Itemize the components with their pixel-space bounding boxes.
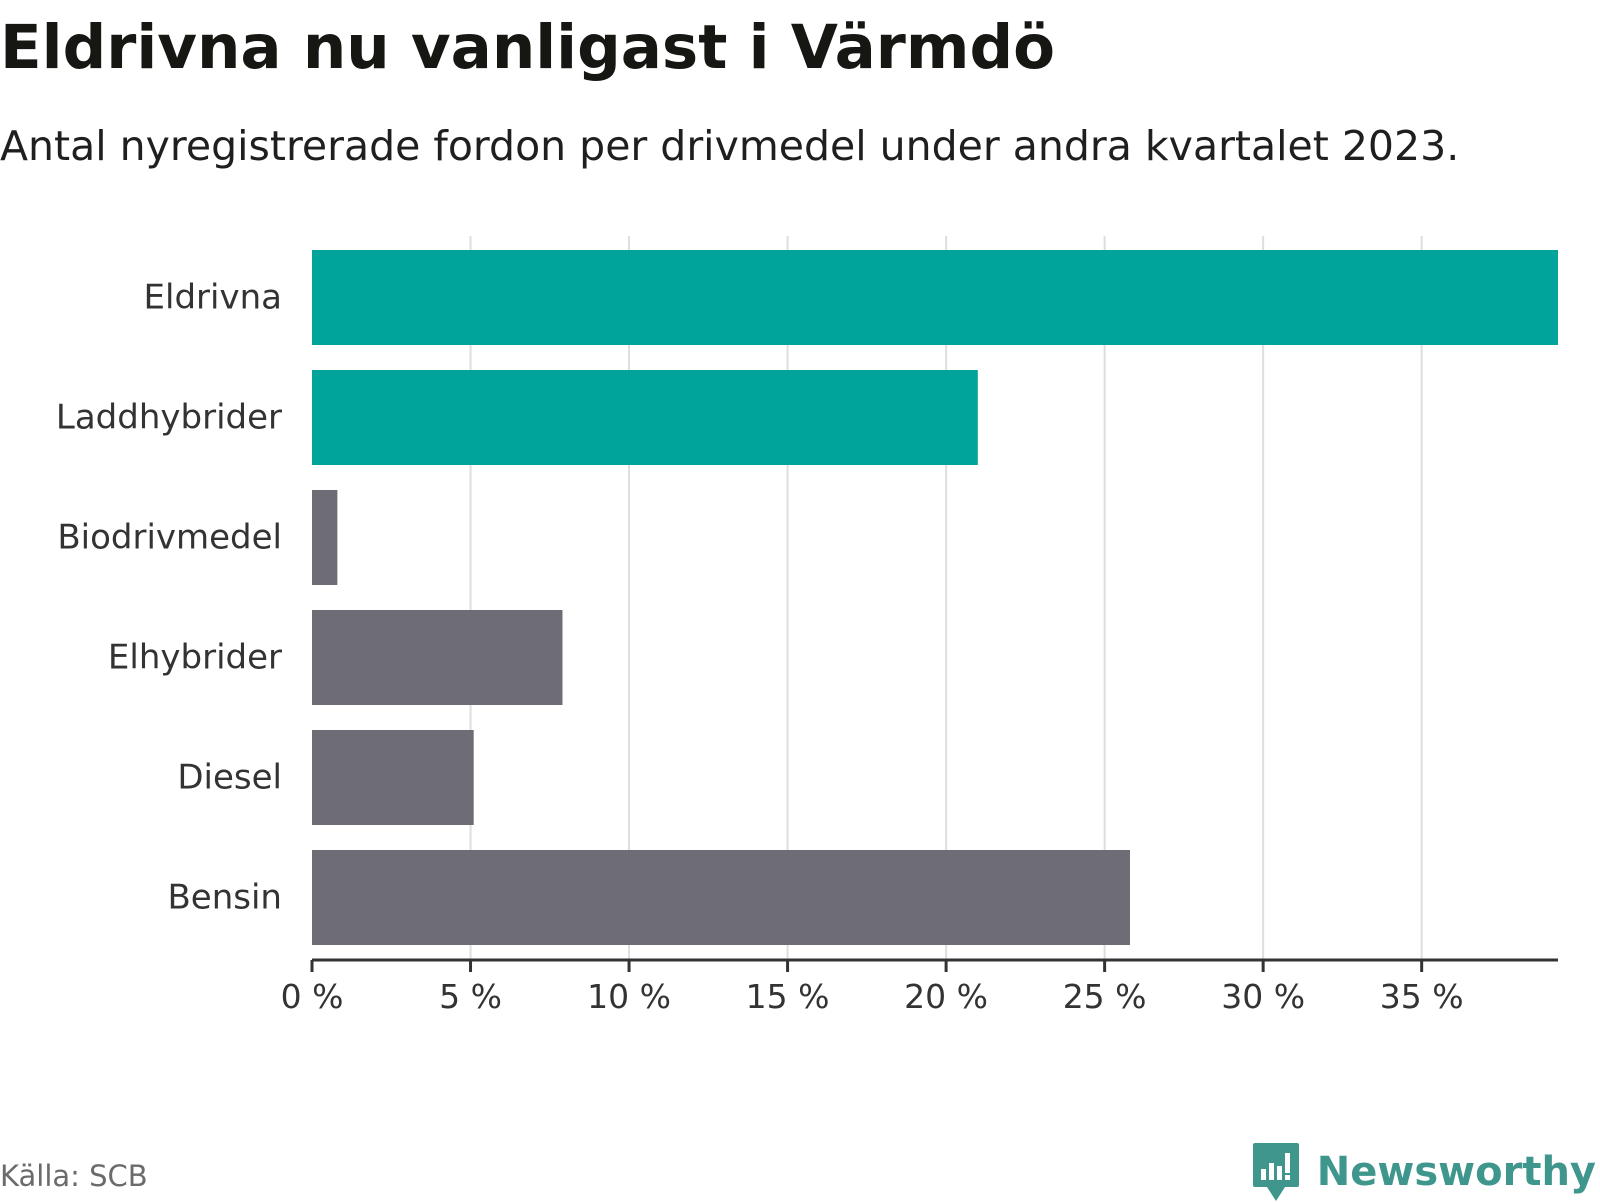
- x-tick-label: 25 %: [1063, 977, 1147, 1016]
- bar-biodrivmedel: [312, 490, 338, 585]
- bar-chart-logo-icon: [1252, 1143, 1299, 1201]
- x-tick-label: 15 %: [746, 977, 830, 1016]
- bar-elhybrider: [312, 610, 563, 705]
- brand-name: Newsworthy: [1316, 1149, 1596, 1195]
- x-tick-label: 5 %: [439, 977, 502, 1016]
- x-tick-label: 30 %: [1221, 977, 1305, 1016]
- category-label: Laddhybrider: [56, 398, 282, 438]
- x-tick-label: 35 %: [1380, 977, 1464, 1016]
- category-label: Biodrivmedel: [57, 518, 282, 558]
- category-label: Diesel: [177, 758, 282, 798]
- category-label: Bensin: [167, 878, 282, 918]
- category-labels: Eldrivna Laddhybrider Biodrivmedel Elhybrid…: [56, 278, 282, 918]
- bar-diesel: [312, 730, 474, 825]
- category-label: Eldrivna: [144, 278, 282, 318]
- x-axis: 0 % 5 % 10 % 15 % 20 % 25 % 30 % 35 %: [281, 958, 1558, 1016]
- bar-bensin: [312, 850, 1130, 945]
- chart-subtitle: Antal nyregistrerade fordon per drivmede…: [0, 122, 1460, 170]
- bar-eldrivna: [312, 250, 1558, 345]
- x-tick-label: 20 %: [904, 977, 988, 1016]
- bars: [312, 250, 1558, 945]
- bar-laddhybrider: [312, 370, 978, 465]
- bar-chart: Eldrivna Laddhybrider Biodrivmedel Elhybrid…: [56, 236, 1558, 1016]
- category-label: Elhybrider: [108, 638, 282, 678]
- chart-title: Eldrivna nu vanligast i Värmdö: [0, 12, 1056, 83]
- x-tick-label: 10 %: [587, 977, 671, 1016]
- source-note: Källa: SCB: [0, 1159, 148, 1193]
- gridlines: [469, 236, 1423, 960]
- x-tick-label: 0 %: [281, 977, 344, 1016]
- newsworthy-logo[interactable]: Newsworthy: [1251, 1141, 1596, 1203]
